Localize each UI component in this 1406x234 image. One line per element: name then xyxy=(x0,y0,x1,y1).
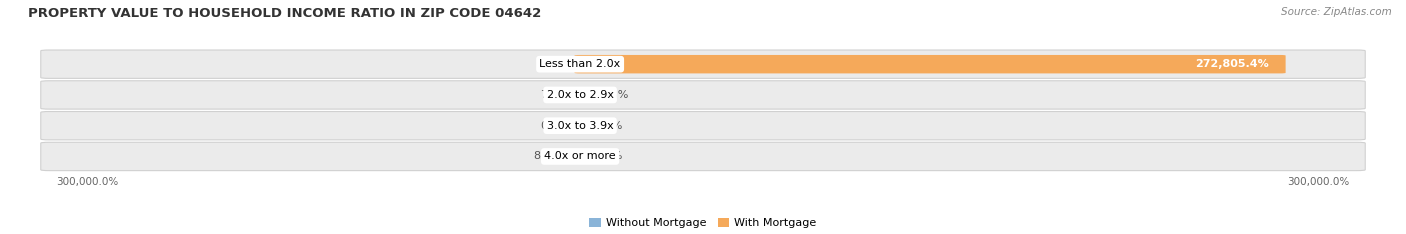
Text: 5.4%: 5.4% xyxy=(595,151,623,161)
FancyBboxPatch shape xyxy=(41,142,1365,171)
FancyBboxPatch shape xyxy=(41,112,1365,140)
FancyBboxPatch shape xyxy=(575,55,1285,73)
Text: 4.0x or more: 4.0x or more xyxy=(544,151,616,161)
Text: Less than 2.0x: Less than 2.0x xyxy=(540,59,620,69)
Text: Source: ZipAtlas.com: Source: ZipAtlas.com xyxy=(1281,7,1392,17)
Text: 272,805.4%: 272,805.4% xyxy=(1195,59,1268,69)
Text: 2.0x to 2.9x: 2.0x to 2.9x xyxy=(547,90,613,100)
FancyBboxPatch shape xyxy=(41,50,1365,78)
Text: 10.8%: 10.8% xyxy=(595,90,630,100)
Text: PROPERTY VALUE TO HOUSEHOLD INCOME RATIO IN ZIP CODE 04642: PROPERTY VALUE TO HOUSEHOLD INCOME RATIO… xyxy=(28,7,541,20)
Text: 85.0%: 85.0% xyxy=(533,151,568,161)
Text: 7.5%: 7.5% xyxy=(540,59,569,69)
Text: 0.0%: 0.0% xyxy=(541,121,569,131)
Text: 3.0x to 3.9x: 3.0x to 3.9x xyxy=(547,121,613,131)
Text: 300,000.0%: 300,000.0% xyxy=(56,177,118,187)
Legend: Without Mortgage, With Mortgage: Without Mortgage, With Mortgage xyxy=(589,218,817,228)
FancyBboxPatch shape xyxy=(41,81,1365,109)
Text: 300,000.0%: 300,000.0% xyxy=(1288,177,1350,187)
Text: 8.1%: 8.1% xyxy=(595,121,623,131)
Text: 7.5%: 7.5% xyxy=(540,90,569,100)
